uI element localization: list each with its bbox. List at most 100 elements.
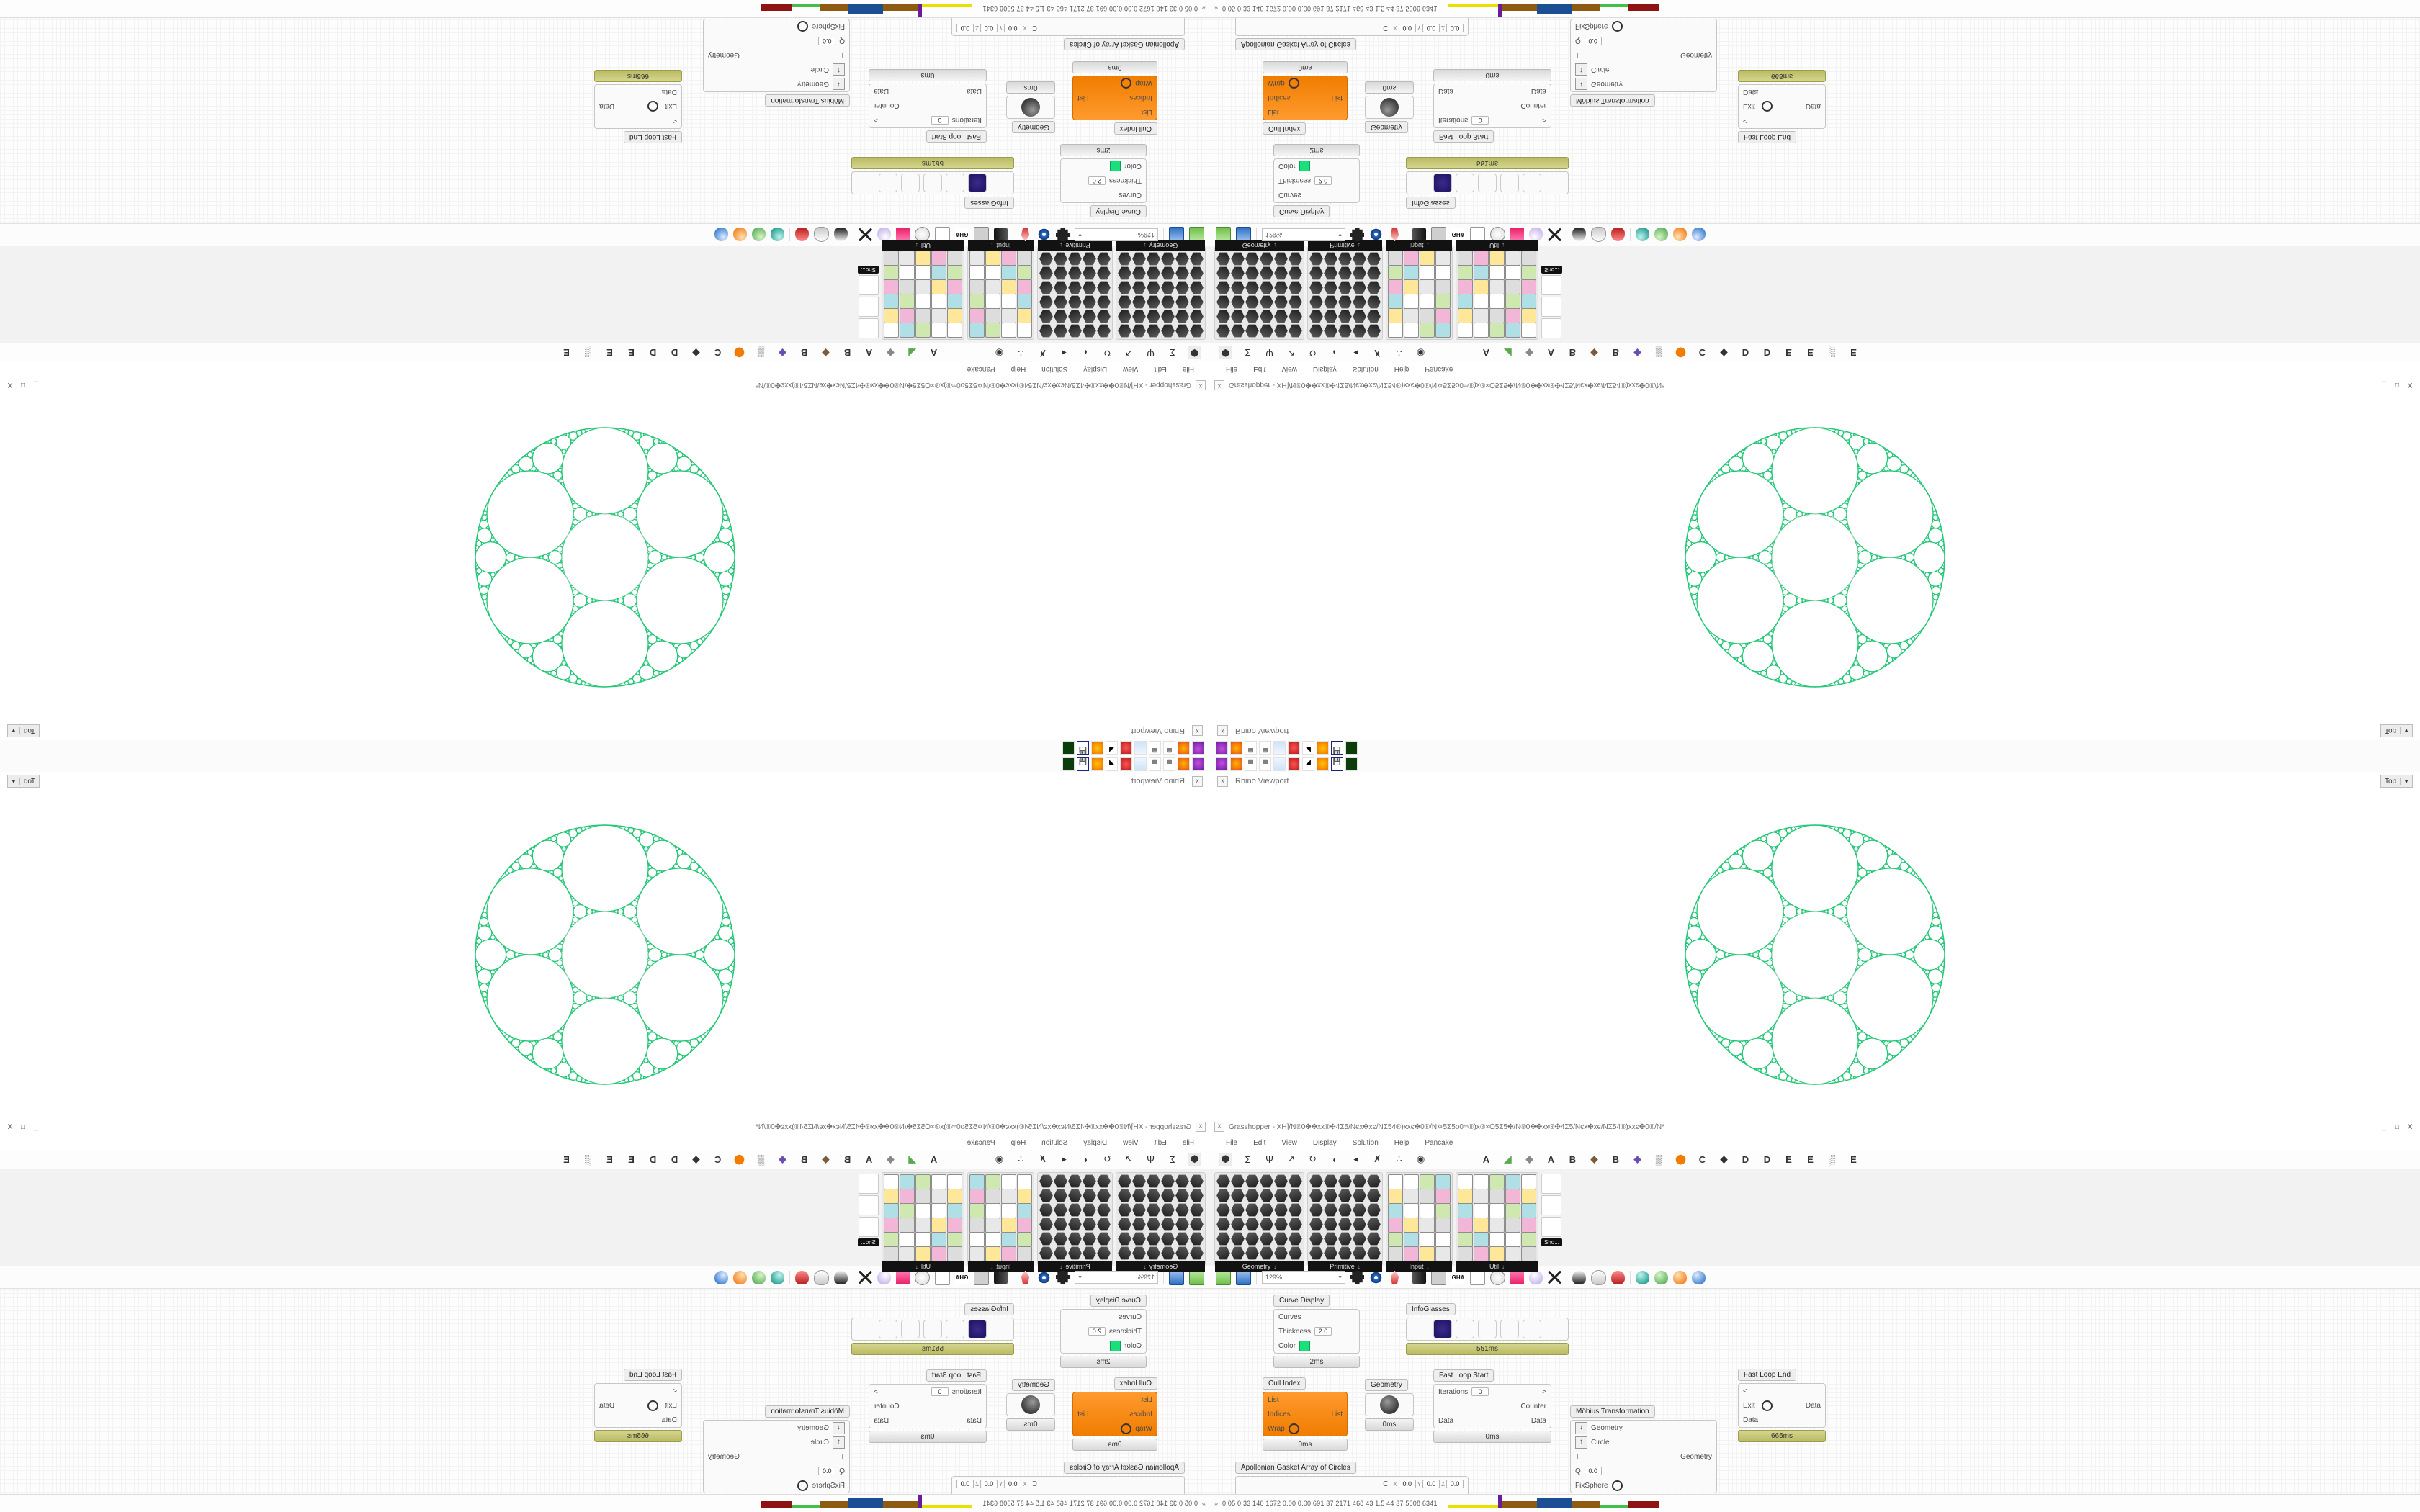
glasses-icon[interactable]: [859, 1174, 879, 1194]
component-icon[interactable]: [1404, 279, 1419, 294]
component-icon[interactable]: [1245, 1232, 1259, 1246]
component-icon[interactable]: [1367, 266, 1381, 280]
boolean-toggle[interactable]: [1121, 1423, 1132, 1434]
component-icon[interactable]: [1458, 265, 1473, 280]
component-icon[interactable]: [1216, 1203, 1230, 1217]
menu-item-edit[interactable]: Edit: [1154, 365, 1167, 374]
component-icon[interactable]: [1435, 251, 1451, 266]
node-body[interactable]: List Indices List Wrap: [1072, 76, 1157, 120]
component-icon[interactable]: [1161, 1189, 1175, 1202]
ribbon-tab-right-6[interactable]: B: [1612, 347, 1620, 359]
cross-icon[interactable]: [1548, 228, 1561, 242]
viewport-view-selector[interactable]: Top ▼: [2380, 775, 2413, 788]
component-icon[interactable]: [1054, 295, 1067, 309]
taskbar-icon-notes[interactable]: [1273, 741, 1286, 755]
component-group-input[interactable]: Input ↓: [1386, 240, 1453, 340]
component-icon[interactable]: [884, 1232, 899, 1247]
ribbon-tab-right-13[interactable]: D: [1763, 347, 1771, 359]
gh-node-cull-index[interactable]: Cull Index List Indices List Wrap 0ms: [1263, 61, 1348, 135]
chevron-up-icon[interactable]: »: [1201, 5, 1206, 12]
component-icon[interactable]: [1420, 1203, 1435, 1218]
component-icon[interactable]: [884, 323, 899, 338]
component-icon[interactable]: [1404, 251, 1419, 266]
component-icon[interactable]: [1175, 1174, 1189, 1188]
node-body[interactable]: Geometry ↓ Circle ↑ T Geometry Q 0.0 FixSphere: [1570, 1420, 1717, 1493]
ribbon-tab-psi[interactable]: Ψ: [1147, 1153, 1155, 1165]
cross-icon[interactable]: [859, 1271, 872, 1284]
ribbon-tab-sigma[interactable]: Σ: [1169, 347, 1175, 359]
component-icon[interactable]: [1367, 1203, 1381, 1217]
component-icon[interactable]: [1001, 323, 1016, 338]
ribbon-tab-right-11[interactable]: ◆: [1720, 1153, 1728, 1164]
component-icon[interactable]: [1388, 1174, 1403, 1189]
taskbar-icon-files-2[interactable]: ▤: [1149, 741, 1161, 755]
chevron-up-icon[interactable]: »: [1214, 1500, 1219, 1507]
viewport-view-selector[interactable]: Top ▼: [7, 775, 40, 788]
component-icon[interactable]: [1190, 266, 1204, 280]
component-icon[interactable]: [931, 279, 946, 294]
component-icon[interactable]: [1231, 1174, 1245, 1188]
component-icon[interactable]: [884, 251, 899, 266]
component-icon[interactable]: [1274, 1218, 1288, 1231]
ribbon-tabs[interactable]: ⬢ Σ Ψ ↗ ↻ ◖ ◂ ✗ ∴ ◉ A ◢ ◆ A B ◆ B ◆ ▒ ⬤ C ◆ D D E E ░ E: [0, 1150, 1210, 1169]
component-icon[interactable]: [1190, 1246, 1204, 1260]
component-icon[interactable]: [1353, 1246, 1366, 1260]
component-icon[interactable]: [1147, 281, 1160, 294]
ribbon-tab-right-9[interactable]: ⬤: [1675, 348, 1686, 359]
component-icon[interactable]: [1216, 266, 1230, 280]
ribbon-tab-right-4[interactable]: B: [843, 1153, 851, 1165]
ribbon-tab-surface[interactable]: ◖: [1083, 1153, 1089, 1165]
ribbon-tab-hex[interactable]: ⬢: [1188, 1152, 1201, 1166]
menu-item-view[interactable]: View: [1281, 1138, 1297, 1147]
component-icon[interactable]: [884, 1203, 899, 1218]
component-icon[interactable]: [1274, 266, 1288, 280]
list-icon[interactable]: [1433, 1320, 1452, 1338]
component-icon[interactable]: [1118, 1203, 1131, 1217]
color-swatch[interactable]: [1110, 161, 1121, 172]
save-file-icon[interactable]: [1169, 1269, 1184, 1285]
component-grid[interactable]: [1456, 1173, 1538, 1261]
component-icon[interactable]: [1245, 1218, 1259, 1231]
component-icon[interactable]: [1175, 266, 1189, 280]
row-value[interactable]: 0.0: [818, 1467, 836, 1475]
ribbon-tab-transform[interactable]: ∴: [1396, 348, 1402, 359]
component-icon[interactable]: [1521, 1232, 1536, 1247]
minimize-button[interactable]: _: [34, 1122, 38, 1131]
viewport-canvas[interactable]: [0, 791, 1210, 1119]
pipeline-icon[interactable]: [994, 1270, 1008, 1284]
scripting-icon[interactable]: [1490, 1269, 1505, 1285]
component-icon[interactable]: [900, 323, 915, 338]
ribbon-tab-right-7[interactable]: ◆: [1634, 1153, 1641, 1164]
ribbon-tab-right-12[interactable]: D: [1742, 1153, 1749, 1165]
chevron-down-icon[interactable]: ▼: [1077, 1274, 1083, 1280]
component-icon[interactable]: [1489, 265, 1505, 280]
list-icon[interactable]: [968, 1320, 987, 1338]
taskbar-icon-red-app[interactable]: [1120, 741, 1132, 755]
ribbon-tab-right-13[interactable]: D: [649, 347, 657, 359]
component-icon[interactable]: [1132, 252, 1146, 266]
balloon-icon[interactable]: [877, 228, 891, 242]
component-icon[interactable]: [1132, 281, 1146, 294]
component-icon[interactable]: [1274, 1203, 1288, 1217]
component-icon[interactable]: [969, 323, 985, 338]
component-icon[interactable]: [1175, 252, 1189, 266]
node-body[interactable]: [1365, 96, 1414, 119]
grid-icon[interactable]: [1456, 174, 1474, 192]
exit-toggle[interactable]: [647, 101, 659, 112]
ribbon-tab-right-0[interactable]: A: [930, 1153, 938, 1165]
component-icon[interactable]: [1274, 295, 1288, 309]
component-icon[interactable]: [884, 1189, 899, 1204]
component-icon[interactable]: [915, 251, 931, 266]
component-icon[interactable]: [1001, 1246, 1016, 1261]
component-icon[interactable]: [1274, 1189, 1288, 1202]
component-icon[interactable]: [1289, 281, 1302, 294]
component-icon[interactable]: [1083, 1218, 1096, 1231]
component-icon[interactable]: [1161, 1246, 1175, 1260]
component-icon[interactable]: [985, 1189, 1000, 1204]
component-icon[interactable]: [1039, 252, 1053, 266]
component-icon[interactable]: [1289, 324, 1302, 338]
gh-node-geometry-param[interactable]: Geometry 0ms: [1365, 1379, 1414, 1431]
component-icon[interactable]: [985, 1246, 1000, 1261]
gift-icon[interactable]: [896, 228, 910, 242]
flame-icon[interactable]: [1388, 228, 1402, 242]
